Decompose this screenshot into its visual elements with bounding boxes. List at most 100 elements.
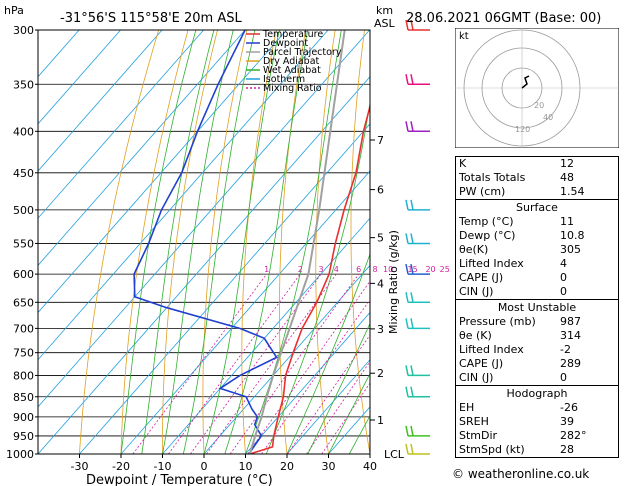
wind-barb-flag: [405, 263, 409, 275]
temp-tick-label: 10: [239, 460, 253, 473]
mixing-ratio-line: [132, 273, 267, 454]
isotherm-line: [162, 217, 370, 454]
x-axis-label: Dewpoint / Temperature (°C): [86, 473, 273, 486]
pressure-tick-label: 850: [13, 391, 34, 404]
location-title: -31°56'S 115°58'E 20m ASL: [60, 11, 242, 26]
wet-adiabat-line: [265, 100, 370, 454]
mixing-ratio-line: [306, 360, 370, 454]
km-label: km: [376, 4, 393, 17]
mixing-ratio-axis-label: Mixing Ratio (g/kg): [387, 230, 400, 334]
dry-adiabat-line: [418, 30, 453, 454]
pressure-tick-label: 350: [13, 78, 34, 91]
hodograph-unit: kt: [459, 31, 469, 42]
wet-adiabat-line: [203, 30, 280, 454]
surface-row: Temp (°C) 11: [456, 215, 618, 229]
most-unstable-label: Lifted Index: [459, 343, 524, 356]
temp-tick-label: -30: [71, 460, 89, 473]
wind-barb-flag: [405, 121, 409, 132]
hodograph-stat-row: StmDir 282°: [456, 429, 618, 443]
isotherm-line: [38, 30, 287, 314]
temp-tick-label: 30: [322, 460, 336, 473]
wind-barb-flag: [410, 121, 414, 132]
wind-barb-flag: [410, 292, 414, 303]
hodograph-ring-label: 40: [543, 113, 553, 122]
pressure-tick-label: 700: [13, 322, 34, 335]
wet-adiabat-line: [182, 30, 256, 454]
hodograph-stat-label: StmSpd (kt): [459, 443, 525, 456]
pressure-tick-label: 500: [13, 204, 34, 217]
hodograph-ring-label: 120: [515, 125, 530, 134]
temp-tick-label: -10: [154, 460, 172, 473]
lcl-label: LCL: [384, 448, 405, 461]
index-row: K 12: [456, 157, 618, 171]
wet-adiabat-line: [141, 30, 215, 454]
asl-label: ASL: [374, 17, 396, 30]
isotherm-line: [38, 30, 246, 266]
mixing-ratio-label: 1: [264, 265, 269, 274]
hodograph-stat-value: 282°: [560, 429, 587, 442]
dry-adiabat-line: [162, 30, 218, 454]
surface-title: Surface: [516, 201, 558, 214]
most-unstable-row: CIN (J) 0: [456, 371, 618, 385]
pressure-tick-label: 800: [13, 369, 34, 382]
wind-barbs: [405, 19, 430, 455]
mixing-ratio-line: [247, 280, 370, 454]
wind-barb-flag: [405, 443, 409, 455]
index-value: 1.54: [560, 185, 585, 198]
isotherm-line: [120, 170, 370, 454]
km-tick-label: 4: [377, 277, 384, 290]
wind-barb-flag: [405, 292, 409, 303]
most-unstable-value: 314: [560, 329, 581, 342]
isotherm-line: [38, 30, 370, 408]
surface-row: CIN (J) 0: [456, 285, 618, 299]
km-tick-label: 7: [377, 134, 384, 147]
km-tick-label: 6: [377, 184, 384, 197]
hodograph-stat-row: EH -26: [456, 401, 618, 415]
mixing-ratio-labels: 12346810152025: [264, 265, 450, 274]
most-unstable-title: Most Unstable: [497, 301, 577, 314]
mixing-ratio-label: 10: [383, 265, 393, 274]
mixing-ratio-line: [229, 273, 360, 454]
surface-row: θe(K) 305: [456, 243, 618, 257]
km-tick-label: 3: [377, 323, 384, 336]
pressure-axis: 300 350 400 450 500 550 600 650 700 750 800 850 900 9…: [6, 24, 38, 461]
km-tick-label: 1: [377, 414, 384, 427]
wet-adiabat-line: [162, 30, 234, 454]
datetime-title: 28.06.2021 06GMT (Base: 00): [406, 11, 601, 26]
wind-barb-flag: [410, 365, 414, 376]
wind-barb-flag: [410, 318, 414, 329]
surface-value: 0: [560, 271, 567, 284]
isotherm-line: [286, 359, 370, 454]
series-temperature: [249, 103, 370, 454]
dry-adiabat-line: [120, 30, 189, 454]
wind-barb-flag: [410, 263, 414, 275]
surface-value: 10.8: [560, 229, 585, 242]
index-row: Totals Totals 48: [456, 171, 618, 185]
legend-item: Mixing Ratio: [263, 83, 322, 94]
most-unstable-row: CAPE (J) 289: [456, 357, 618, 371]
wet-adiabat-line: [286, 252, 370, 454]
most-unstable-label: Pressure (mb): [459, 315, 536, 328]
km-tick-label: 5: [377, 232, 384, 245]
wind-barb-flag: [405, 199, 409, 211]
index-value: 12: [560, 157, 574, 170]
pressure-tick-label: 900: [13, 411, 34, 424]
mixing-ratio-label: 8: [373, 265, 378, 274]
surface-value: 0: [560, 285, 567, 298]
surface-label: CAPE (J): [459, 271, 504, 284]
wind-barb-flag: [410, 74, 414, 85]
hodograph-stat-value: 28: [560, 443, 574, 456]
wind-barb-flag: [405, 425, 409, 437]
series-parcel-trajectory: [248, 30, 346, 454]
hodograph: 20 40 120 kt: [455, 28, 619, 148]
legend-item: Dry Adiabat: [263, 56, 320, 67]
hodograph-stat-label: StmDir: [459, 429, 498, 442]
index-label: Totals Totals: [459, 171, 526, 184]
pressure-tick-label: 550: [13, 237, 34, 250]
mixing-ratio-line: [168, 273, 301, 454]
most-unstable-value: 0: [560, 371, 567, 384]
surface-row: Lifted Index 4: [456, 257, 618, 271]
isotherm-line: [203, 264, 370, 454]
isotherm-line: [38, 30, 121, 125]
